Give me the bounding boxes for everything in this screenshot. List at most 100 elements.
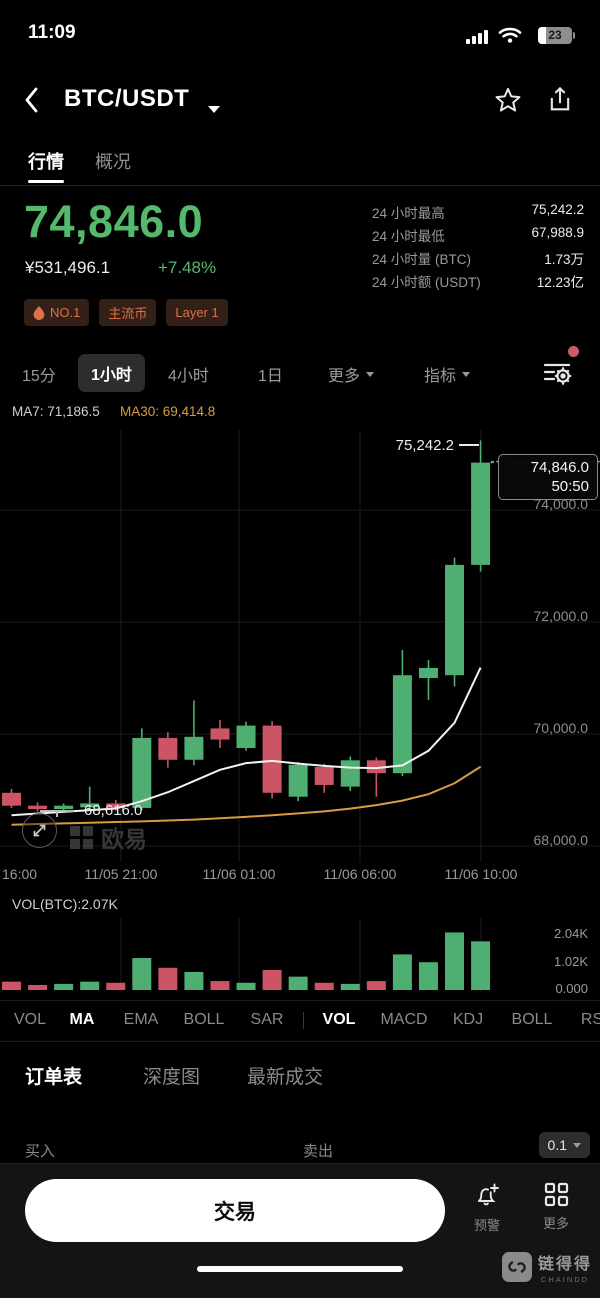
divider <box>303 1012 304 1029</box>
pair-title[interactable]: BTC/USDT <box>64 85 190 112</box>
indicator-vol[interactable]: VOL <box>13 1011 47 1028</box>
volume-tick: 1.02K <box>554 954 588 969</box>
high-price-annotation: 75,242.2 <box>395 437 454 454</box>
candlestick-chart[interactable] <box>0 430 600 862</box>
bell-plus-icon <box>477 1183 499 1206</box>
timeframe-4h[interactable]: 4小时 <box>168 368 209 385</box>
fullscreen-expand-icon[interactable] <box>22 813 57 848</box>
indicator-ema[interactable]: EMA <box>123 1011 159 1028</box>
indicator-boll[interactable]: BOLL <box>183 1011 225 1028</box>
stat-label: 24 小时额 (USDT) <box>372 275 481 290</box>
last-price: 74,846.0 <box>24 196 204 247</box>
battery-icon: 23 <box>538 27 572 44</box>
okx-logo-icon <box>70 825 93 849</box>
stat-label: 24 小时量 (BTC) <box>372 252 472 267</box>
chaindd-watermark: 链得得 CHAINDD <box>501 1250 592 1284</box>
chevron-down-icon <box>462 371 471 377</box>
x-axis-tick: 11/06 01:00 <box>202 866 276 882</box>
indicator-dropdown[interactable]: 指标 <box>424 362 471 386</box>
favorite-star-icon[interactable] <box>494 86 522 119</box>
home-indicator[interactable] <box>197 1266 403 1272</box>
tab-latest-trades[interactable]: 最新成交 <box>247 1067 324 1088</box>
candle-countdown: 50:50 <box>551 478 589 495</box>
high-annotation-line <box>459 444 479 446</box>
indicator-ma-active[interactable]: MA <box>69 1011 95 1028</box>
indicator-sar[interactable]: SAR <box>250 1011 284 1028</box>
stat-label: 24 小时最低 <box>372 229 445 244</box>
ma30-label: MA30: 69,414.8 <box>120 404 216 419</box>
y-axis-tick: 72,000.0 <box>533 608 589 624</box>
stat-24h-high: 24 小时最高 75,242.2 <box>372 202 584 222</box>
tag-layer1[interactable]: Layer 1 <box>166 299 228 326</box>
last-price-box[interactable]: 74,846.0 50:50 <box>498 454 598 500</box>
back-button[interactable] <box>24 87 39 118</box>
trade-button[interactable]: 交易 <box>25 1179 445 1242</box>
x-axis-tick: 11/05 21:00 <box>84 866 158 882</box>
ma7-label: MA7: 71,186.5 <box>12 404 100 419</box>
stat-value: 67,988.9 <box>531 225 584 240</box>
timeframe-15m[interactable]: 15分 <box>22 368 56 385</box>
battery-percent: 23 <box>548 28 562 42</box>
stat-value: 12.23亿 <box>536 275 584 290</box>
tab-overview[interactable]: 概况 <box>95 152 131 172</box>
volume-chart[interactable] <box>0 918 600 992</box>
low-annotation-tick <box>56 810 58 817</box>
price-alert-button[interactable]: 预警 <box>457 1182 517 1234</box>
signal-strength-icon <box>466 30 488 44</box>
divider <box>0 185 600 186</box>
price-change-percent: +7.48% <box>158 258 217 277</box>
indicator-vol2-active[interactable]: VOL <box>322 1011 356 1028</box>
x-axis-tick: 11/06 06:00 <box>323 866 397 882</box>
indicator-macd[interactable]: MACD <box>380 1011 428 1028</box>
last-price-box-value: 74,846.0 <box>530 459 589 476</box>
y-axis-tick: 74,000.0 <box>533 496 589 512</box>
stat-label: 24 小时最高 <box>372 206 445 221</box>
chevron-down-icon <box>366 371 375 377</box>
bottom-action-bar: 交易 预警 更多 <box>0 1163 600 1298</box>
fiat-price: ¥531,496.1 <box>25 258 111 277</box>
volume-tick: 0.000 <box>555 981 588 996</box>
indicator-tab-bar: VOL MA EMA BOLL SAR VOL MACD KDJ BOLL RS <box>0 1000 600 1042</box>
notification-dot <box>568 346 579 357</box>
sell-column-label: 卖出 <box>303 1143 334 1160</box>
okx-watermark: 欧易 <box>70 820 147 854</box>
stat-24h-low: 24 小时最低 67,988.9 <box>372 225 584 245</box>
volume-label: VOL(BTC):2.07K <box>12 896 118 912</box>
x-axis-tick: 11/06 10:00 <box>444 866 518 882</box>
stat-24h-turnover-usdt: 24 小时额 (USDT) 12.23亿 <box>372 271 584 291</box>
more-actions-button[interactable]: 更多 <box>526 1182 586 1232</box>
volume-tick: 2.04K <box>554 926 588 941</box>
stat-value: 1.73万 <box>544 252 584 267</box>
status-time: 11:09 <box>28 22 76 43</box>
buy-column-label: 买入 <box>25 1143 56 1160</box>
y-axis-tick: 70,000.0 <box>533 720 589 736</box>
share-icon[interactable] <box>546 86 574 119</box>
precision-dropdown[interactable]: 0.1 <box>538 1132 590 1158</box>
tag-no1[interactable]: NO.1 <box>24 299 90 326</box>
tab-quotes[interactable]: 行情 <box>28 152 64 172</box>
flame-icon <box>33 305 45 320</box>
indicator-kdj[interactable]: KDJ <box>452 1011 484 1028</box>
chaindd-logo-icon <box>501 1252 532 1282</box>
timeframe-1h-active[interactable]: 1小时 <box>78 354 145 392</box>
indicator-boll2[interactable]: BOLL <box>511 1011 553 1028</box>
chevron-down-icon <box>573 1142 581 1148</box>
stat-value: 75,242.2 <box>531 202 584 217</box>
pair-switch-caret-icon[interactable] <box>208 100 220 118</box>
tag-list: NO.1 主流币 Layer 1 <box>24 299 228 326</box>
tag-mainstream[interactable]: 主流币 <box>99 299 157 326</box>
low-price-annotation: 68,616.0 <box>84 802 143 819</box>
chart-settings-icon[interactable] <box>542 360 572 391</box>
tab-depth-chart[interactable]: 深度图 <box>143 1067 201 1088</box>
timeframe-1d[interactable]: 1日 <box>258 368 283 385</box>
stat-24h-volume-btc: 24 小时量 (BTC) 1.73万 <box>372 248 584 268</box>
grid-icon <box>544 1182 568 1207</box>
battery-nub <box>572 32 575 39</box>
tab-order-book[interactable]: 订单表 <box>25 1067 83 1088</box>
x-axis-tick: 16:00 <box>2 866 38 882</box>
y-axis-tick: 68,000.0 <box>533 832 589 848</box>
indicator-rsi[interactable]: RS <box>580 1011 600 1028</box>
active-tab-underline <box>28 180 64 183</box>
timeframe-more-dropdown[interactable]: 更多 <box>328 362 375 386</box>
